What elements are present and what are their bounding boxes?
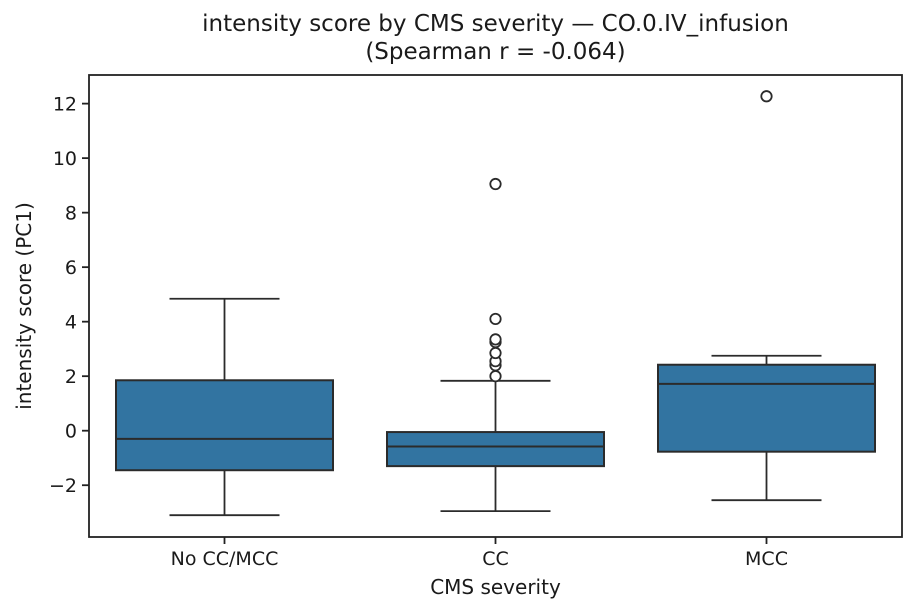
chart-subtitle: (Spearman r = -0.064) [365,39,626,65]
y-tick-label: −2 [49,475,77,497]
y-tick-label: 4 [65,312,77,334]
box-iqr [115,379,334,472]
y-tick-label: 12 [53,94,77,116]
outlier-point [489,177,502,191]
y-tick-label: 8 [65,203,77,225]
y-tick-label: 2 [65,366,77,388]
y-tick-label: 0 [65,421,77,443]
outlier-point [489,370,502,383]
outlier-point [489,346,502,360]
y-tick-label: 6 [65,257,77,279]
chart-title: intensity score by CMS severity — CO.0.I… [202,11,789,37]
x-tick-label: CC [482,548,509,570]
outlier-point [489,312,502,326]
x-axis-label: CMS severity [430,575,561,599]
x-tick-label: No CC/MCC [171,548,279,570]
outlier-point [489,333,502,346]
outlier-point [760,90,773,103]
x-tick-label: MCC [745,548,788,570]
box-iqr [386,431,605,468]
chart-title-block: intensity score by CMS severity — CO.0.I… [89,10,902,66]
y-tick-label: 10 [53,148,77,170]
box-iqr [657,363,876,453]
